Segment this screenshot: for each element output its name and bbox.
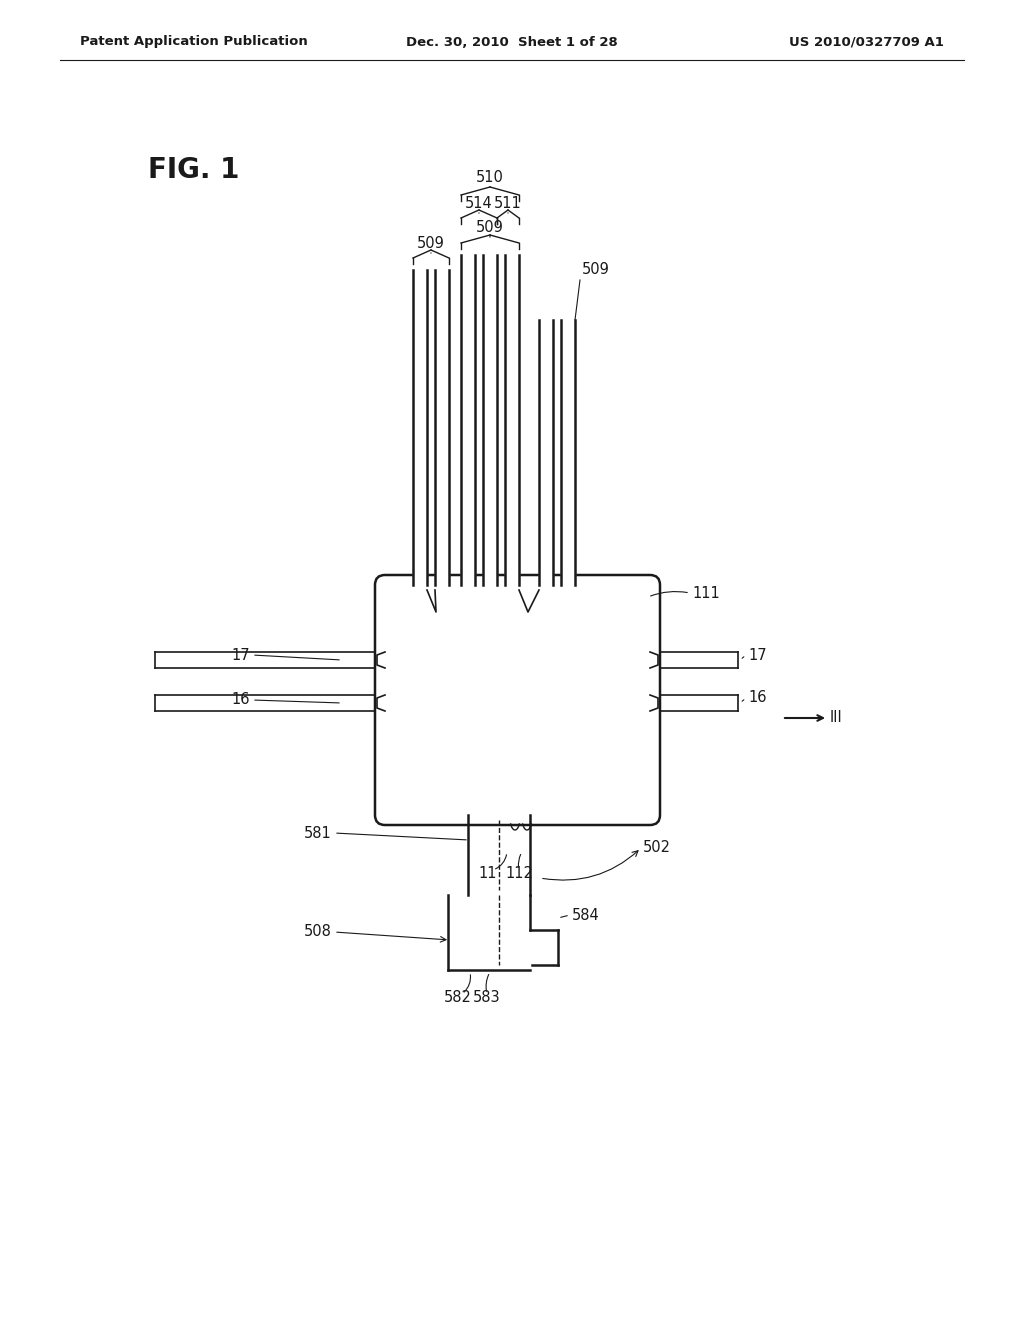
Text: 16: 16	[231, 693, 250, 708]
Text: 509: 509	[582, 263, 610, 277]
Text: 17: 17	[748, 648, 767, 663]
Text: 16: 16	[748, 690, 767, 705]
Text: 514: 514	[465, 197, 493, 211]
Text: 582: 582	[444, 990, 472, 1005]
Text: 509: 509	[417, 236, 445, 252]
Text: 111: 111	[692, 586, 720, 601]
Text: FIG. 1: FIG. 1	[148, 156, 240, 183]
Text: III: III	[830, 710, 843, 726]
Text: 584: 584	[572, 908, 600, 923]
Text: 581: 581	[304, 825, 332, 841]
Text: 510: 510	[476, 170, 504, 186]
Text: 509: 509	[476, 220, 504, 235]
Text: 112: 112	[505, 866, 532, 880]
Text: 17: 17	[231, 648, 250, 663]
Text: 502: 502	[643, 841, 671, 855]
Text: 511: 511	[495, 197, 522, 211]
Text: Dec. 30, 2010  Sheet 1 of 28: Dec. 30, 2010 Sheet 1 of 28	[407, 36, 617, 49]
FancyBboxPatch shape	[375, 576, 660, 825]
Text: 583: 583	[473, 990, 501, 1005]
Text: US 2010/0327709 A1: US 2010/0327709 A1	[790, 36, 944, 49]
Text: Patent Application Publication: Patent Application Publication	[80, 36, 308, 49]
Text: 11: 11	[479, 866, 498, 880]
Text: 508: 508	[304, 924, 332, 940]
